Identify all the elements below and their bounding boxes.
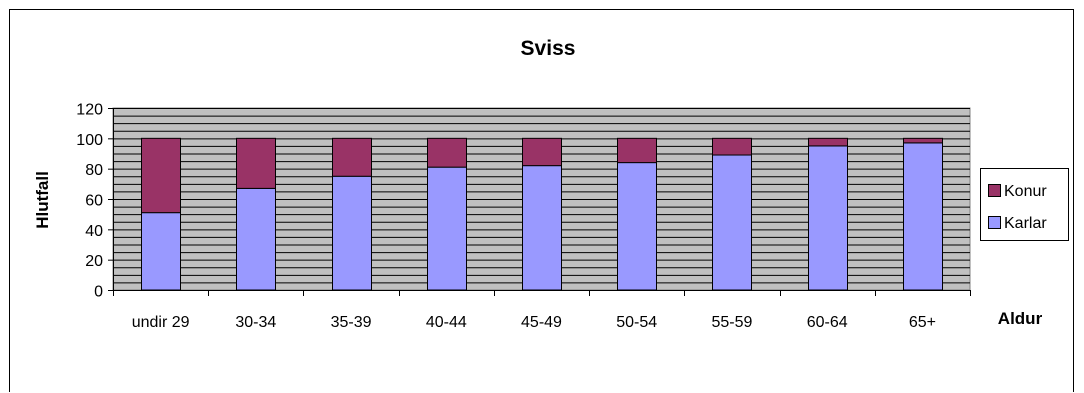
bar-karlar-5 xyxy=(617,162,657,291)
chart-title: Sviss xyxy=(521,37,576,60)
bar-karlar-8 xyxy=(903,142,943,291)
x-tick-label: undir 29 xyxy=(132,314,190,331)
bar-konur-4 xyxy=(522,137,562,167)
bar-karlar-6 xyxy=(712,154,752,291)
x-tick-label: 50-54 xyxy=(616,314,657,331)
y-tick-label: 40 xyxy=(85,223,103,240)
y-tick-label: 100 xyxy=(76,132,103,149)
y-tick-label: 0 xyxy=(94,284,103,301)
bar-konur-0 xyxy=(141,137,181,214)
bar-karlar-7 xyxy=(808,145,848,291)
legend-label-karlar: Karlar xyxy=(1004,215,1047,232)
bar-karlar-0 xyxy=(141,212,181,291)
bar-konur-2 xyxy=(332,137,372,177)
y-tick-label: 20 xyxy=(85,253,103,270)
bar-konur-1 xyxy=(236,137,276,189)
bar-konur-5 xyxy=(617,137,657,164)
x-tick-label: 40-44 xyxy=(426,314,467,331)
legend-label-konur: Konur xyxy=(1004,183,1047,200)
legend: Konur Karlar xyxy=(980,168,1069,241)
bar-karlar-4 xyxy=(522,165,562,291)
x-tick-label: 35-39 xyxy=(331,314,372,331)
y-axis-label: Hlutfall xyxy=(33,171,52,229)
bar-karlar-2 xyxy=(332,175,372,291)
bar-konur-3 xyxy=(427,137,467,168)
y-tick-label: 120 xyxy=(76,102,103,119)
bar-karlar-1 xyxy=(236,187,276,291)
plot-area: 0 20 40 60 80 100 120 undir 29 30-34 35-39 40-44 45… xyxy=(76,102,971,331)
x-tick-label: 30-34 xyxy=(235,314,276,331)
x-tick-label: 65+ xyxy=(909,314,936,331)
y-tick-label: 60 xyxy=(85,193,103,210)
legend-swatch-konur xyxy=(988,184,1001,197)
bar-konur-6 xyxy=(712,137,752,156)
x-tick-label: 55-59 xyxy=(711,314,752,331)
x-tick-label: 45-49 xyxy=(521,314,562,331)
bar-karlar-3 xyxy=(427,166,467,291)
y-tick-label: 80 xyxy=(85,162,103,179)
x-axis-label: Aldur xyxy=(998,309,1043,328)
bar-konur-8 xyxy=(903,137,943,144)
chart-frame xyxy=(9,9,1074,392)
legend-swatch-karlar xyxy=(988,216,1001,229)
x-tick-label: 60-64 xyxy=(807,314,848,331)
bar-konur-7 xyxy=(808,137,848,147)
